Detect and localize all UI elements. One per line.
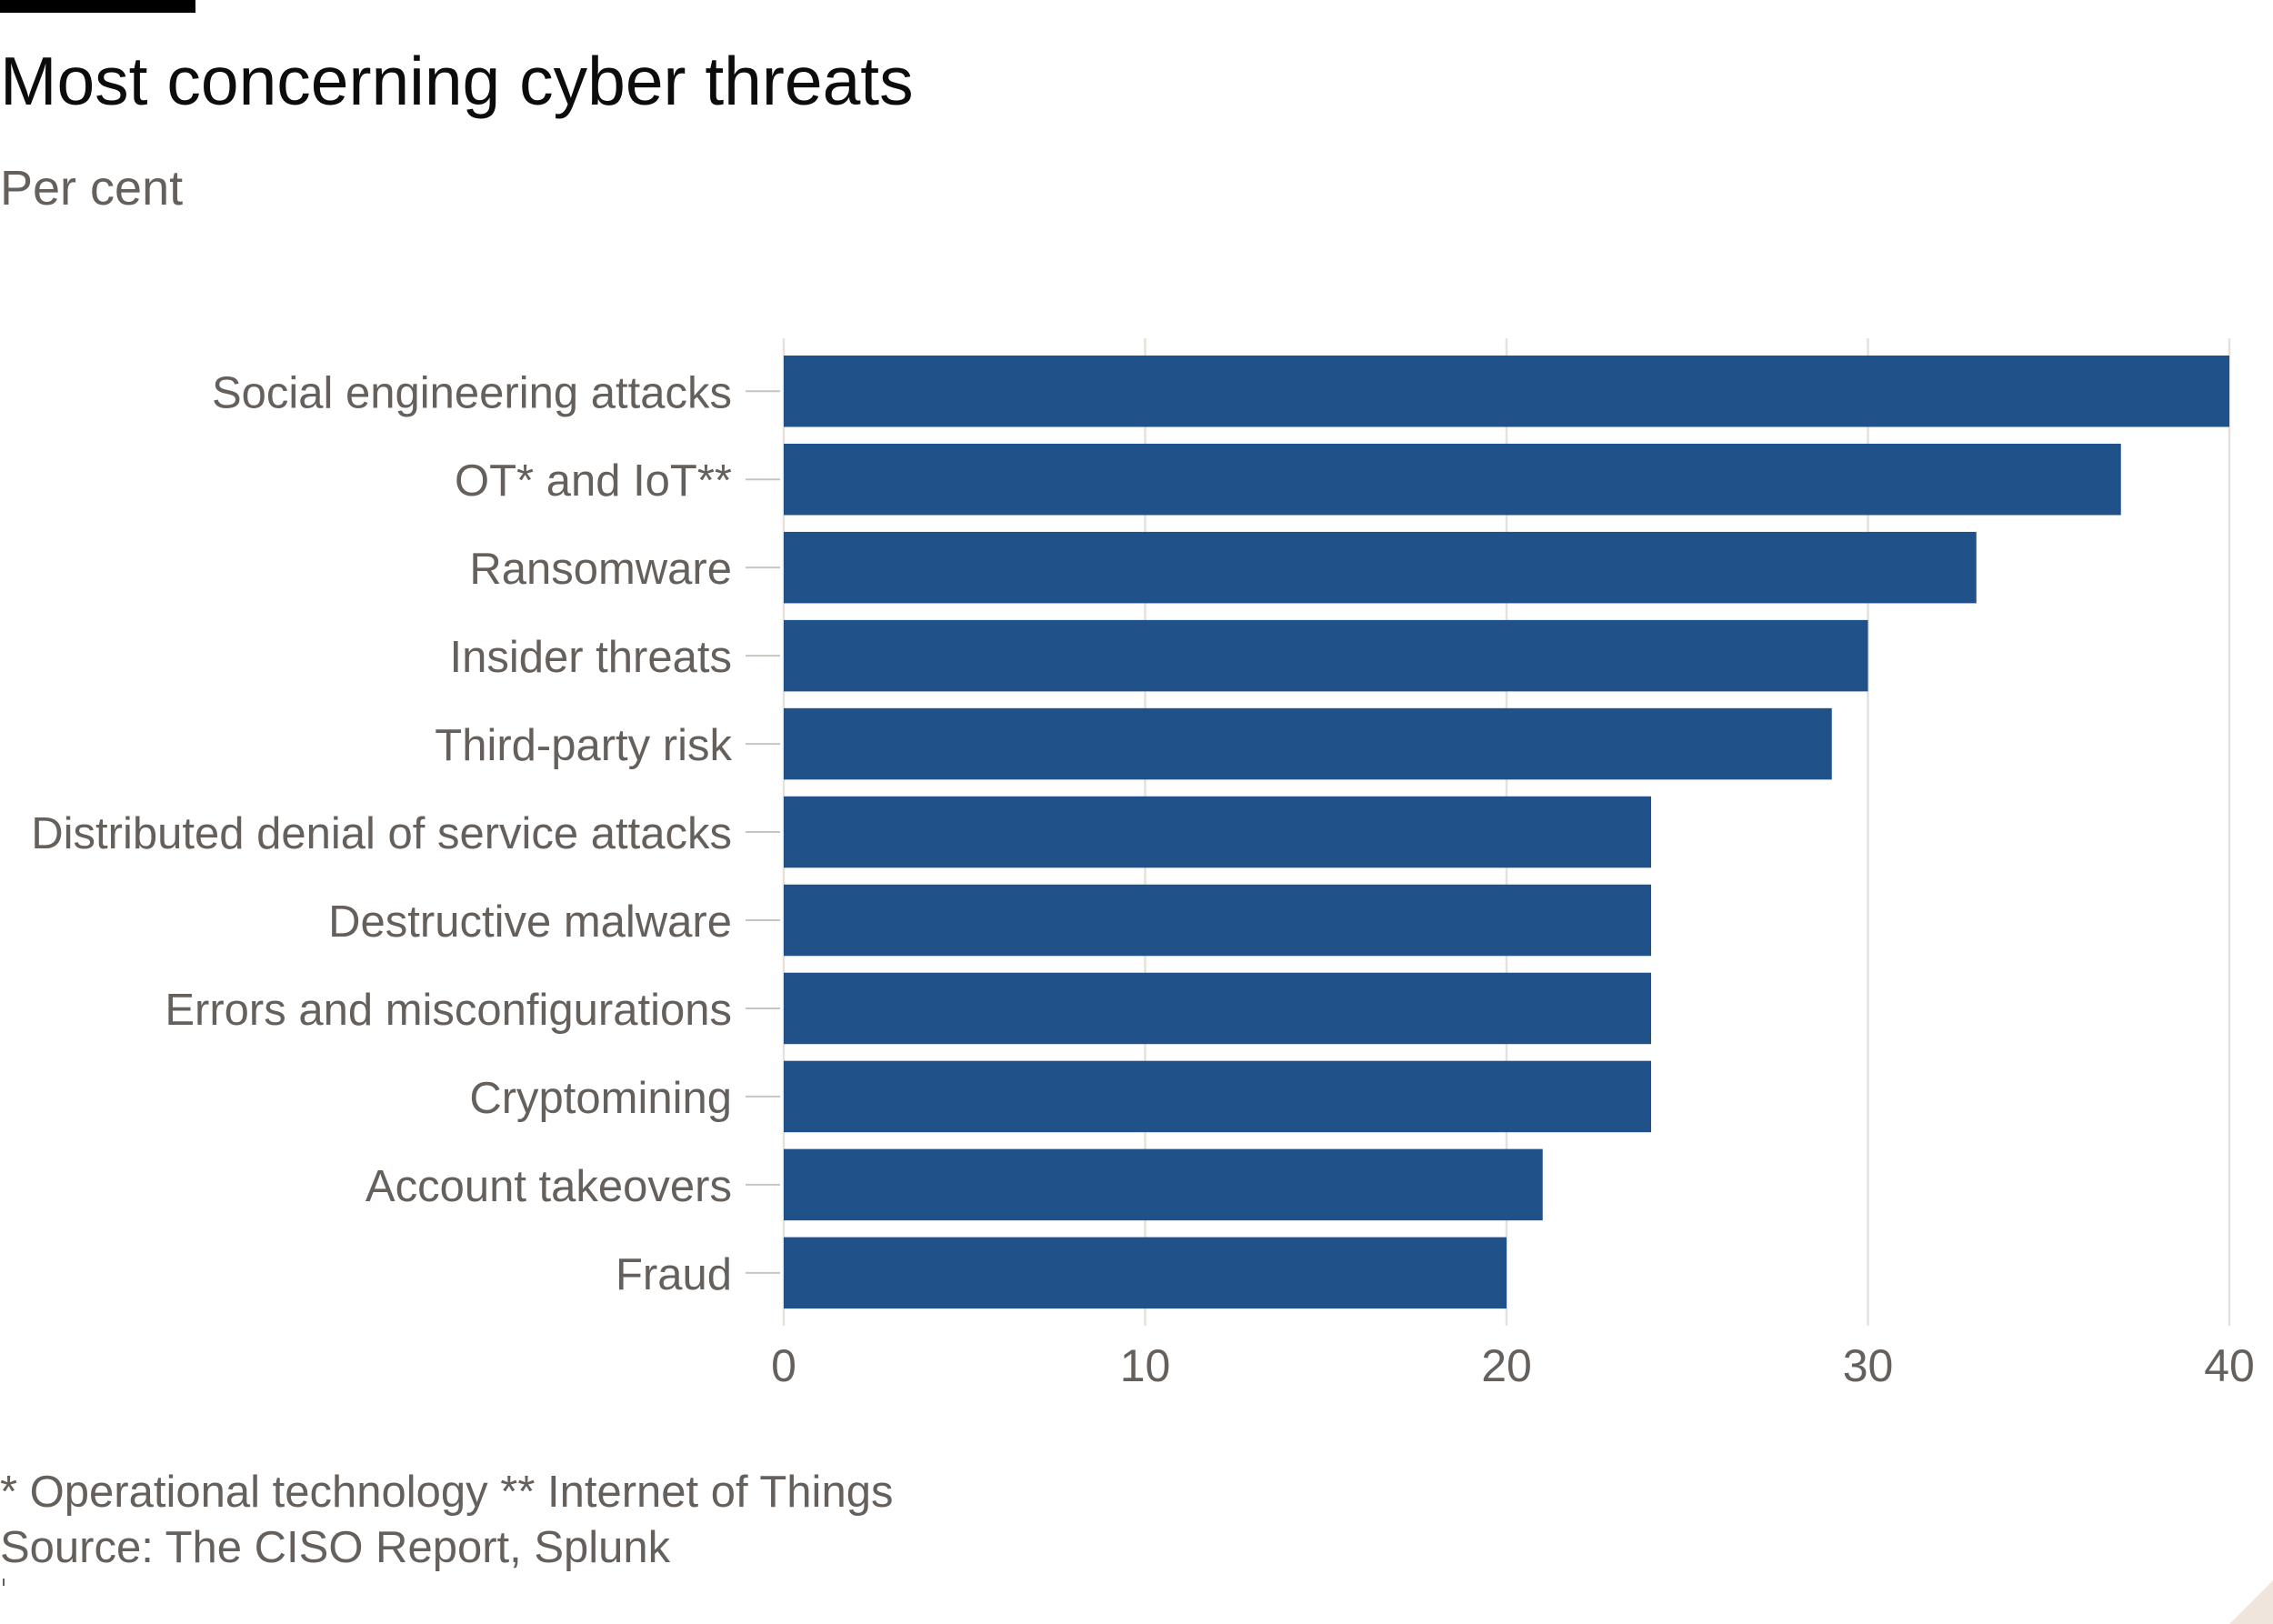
bars: [784, 356, 2229, 1309]
x-tick-label-40: 40: [2204, 1340, 2255, 1391]
bar-distributed-denial-of-service-attacks: [784, 796, 1651, 868]
x-tick-label-0: 0: [771, 1340, 796, 1391]
x-tick-label-20: 20: [1481, 1340, 1532, 1391]
category-label-third-party-risk: Third-party risk: [435, 721, 732, 770]
bar-errors-and-misconfigurations: [784, 972, 1651, 1045]
category-label-account-takeovers: Account takeovers: [365, 1162, 732, 1211]
category-label-destructive-malware: Destructive malware: [328, 897, 732, 947]
category-label-ot-and-iot: OT* and IoT**: [455, 456, 732, 506]
category-labels: Social engineering attacks OT* and IoT** R…: [31, 368, 780, 1299]
category-label-fraud: Fraud: [616, 1250, 732, 1299]
bar-social-engineering-attacks: [784, 356, 2229, 427]
category-label-ransomware: Ransomware: [469, 545, 732, 594]
bar-fraud: [784, 1237, 1507, 1309]
source-note: Source: The CISO Report, Splunk: [0, 1523, 671, 1572]
category-label-errors-and-misconfigurations: Errors and misconfigurations: [165, 986, 732, 1035]
x-tick-label-30: 30: [1843, 1340, 1894, 1391]
top-rule: [0, 0, 195, 13]
chart-subtitle: Per cent: [0, 161, 184, 216]
category-label-distributed-denial-of-service-attacks: Distributed denial of service attacks: [31, 809, 732, 858]
bar-destructive-malware: [784, 884, 1651, 957]
bar-ot-and-iot: [784, 443, 2121, 516]
bottom-left-mark: [3, 1579, 5, 1586]
footnote: * Operational technology ** Internet of …: [0, 1468, 894, 1517]
chart-title: Most concerning cyber threats: [0, 43, 914, 119]
category-label-cryptomining: Cryptomining: [469, 1074, 732, 1123]
x-axis-tick-labels: 0 10 20 30 40: [771, 1340, 2255, 1391]
bar-chart: Social engineering attacks OT* and IoT** R…: [31, 338, 2255, 1391]
corner-fold-decoration: [2229, 1580, 2273, 1624]
bar-ransomware: [784, 531, 1977, 604]
category-label-insider-threats: Insider threats: [450, 633, 733, 682]
category-label-social-engineering-attacks: Social engineering attacks: [212, 368, 732, 417]
bar-insider-threats: [784, 619, 1868, 692]
bar-cryptomining: [784, 1060, 1651, 1133]
bar-third-party-risk: [784, 707, 1832, 780]
x-tick-label-10: 10: [1120, 1340, 1171, 1391]
bar-account-takeovers: [784, 1148, 1543, 1221]
